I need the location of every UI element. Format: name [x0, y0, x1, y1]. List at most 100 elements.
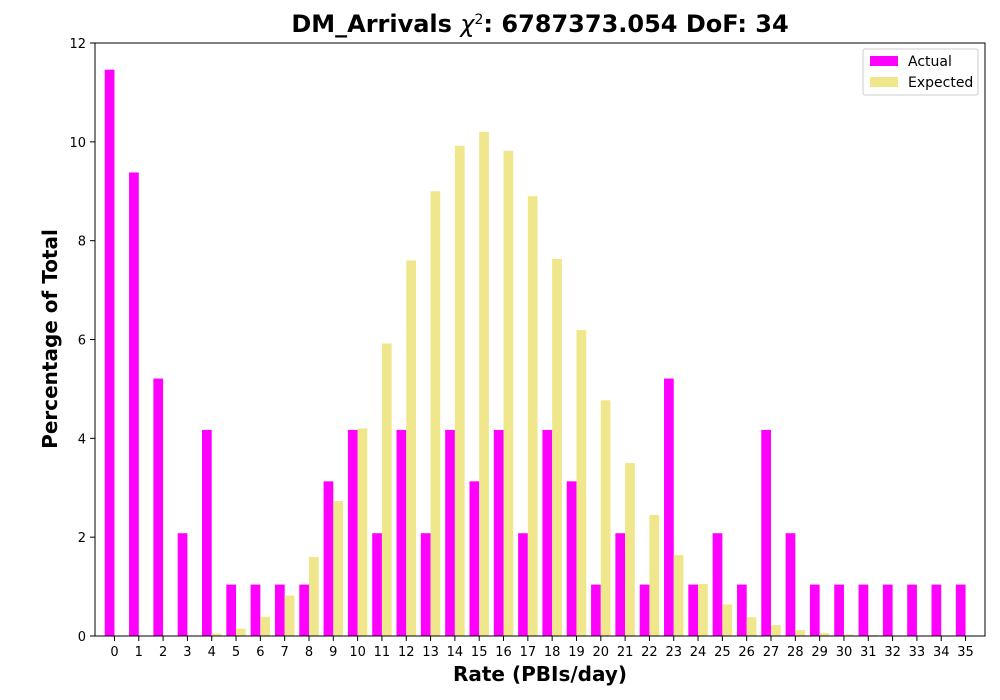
bar-expected-14	[455, 146, 465, 636]
bar-actual-23	[664, 379, 674, 636]
bar-actual-6	[251, 585, 261, 636]
bar-actual-9	[324, 481, 334, 636]
bar-expected-20	[601, 400, 611, 636]
bar-actual-11	[372, 533, 382, 636]
bar-actual-33	[907, 585, 917, 636]
x-tick-label: 32	[884, 645, 901, 660]
bar-actual-14	[445, 430, 455, 636]
legend-label-expected: Expected	[908, 75, 973, 91]
x-tick-label: 28	[787, 645, 804, 660]
x-tick-label: 1	[135, 645, 143, 660]
bar-actual-13	[421, 533, 431, 636]
bar-expected-28	[795, 630, 805, 636]
x-tick-label: 11	[374, 645, 391, 660]
y-tick-label: 0	[78, 630, 86, 645]
bar-actual-28	[786, 533, 796, 636]
x-tick-label: 29	[811, 645, 828, 660]
bar-expected-18	[552, 259, 562, 636]
x-tick-label: 8	[305, 645, 313, 660]
bar-expected-25	[722, 604, 732, 636]
x-tick-label: 17	[520, 645, 537, 660]
x-tick-label: 34	[933, 645, 950, 660]
bar-actual-30	[834, 585, 844, 636]
y-axis-label: Percentage of Total	[38, 229, 62, 449]
bar-actual-7	[275, 585, 285, 636]
bar-actual-27	[761, 430, 771, 636]
x-tick-label: 26	[738, 645, 755, 660]
bar-actual-16	[494, 430, 504, 636]
x-tick-label: 30	[836, 645, 853, 660]
legend-swatch-expected	[870, 77, 898, 87]
x-tick-label: 25	[714, 645, 731, 660]
x-tick-label: 13	[422, 645, 439, 660]
x-tick-label: 27	[763, 645, 780, 660]
bar-actual-19	[567, 481, 577, 636]
bar-expected-9	[333, 501, 343, 636]
bar-actual-34	[932, 585, 942, 636]
bar-actual-17	[518, 533, 528, 636]
x-axis-label: Rate (PBIs/day)	[453, 662, 627, 686]
bar-expected-22	[649, 515, 659, 636]
bar-actual-31	[859, 585, 869, 636]
bar-actual-8	[299, 585, 309, 636]
bar-expected-23	[674, 555, 684, 636]
x-tick-label: 12	[398, 645, 415, 660]
x-tick-label: 6	[256, 645, 264, 660]
x-tick-label: 16	[495, 645, 512, 660]
bar-expected-13	[431, 191, 441, 636]
bar-actual-21	[615, 533, 625, 636]
bar-actual-25	[713, 533, 723, 636]
x-tick-label: 15	[471, 645, 488, 660]
x-tick-label: 21	[617, 645, 634, 660]
x-tick-label: 10	[349, 645, 366, 660]
y-tick-label: 2	[78, 531, 86, 546]
x-tick-label: 18	[544, 645, 561, 660]
bar-expected-12	[406, 260, 416, 636]
x-tick-label: 35	[957, 645, 974, 660]
chart-title: DM_Arrivals χ2: 6787373.054 DoF: 34	[291, 10, 788, 38]
x-tick-label: 19	[568, 645, 585, 660]
bar-actual-4	[202, 430, 212, 636]
bar-actual-5	[226, 585, 236, 636]
x-tick-label: 33	[909, 645, 926, 660]
x-tick-label: 7	[281, 645, 289, 660]
x-tick-label: 31	[860, 645, 877, 660]
bar-expected-19	[576, 330, 586, 636]
legend: Actual Expected	[863, 49, 978, 95]
bar-expected-6	[260, 617, 270, 636]
bar-expected-8	[309, 557, 319, 636]
bar-actual-10	[348, 430, 358, 636]
x-tick-label: 4	[208, 645, 216, 660]
x-tick-label: 14	[447, 645, 464, 660]
bar-expected-15	[479, 132, 489, 636]
x-tick-label: 3	[183, 645, 191, 660]
bar-actual-32	[883, 585, 893, 636]
y-tick-label: 6	[78, 334, 86, 349]
bar-expected-21	[625, 463, 635, 636]
y-tick-label: 8	[78, 235, 86, 250]
bar-expected-27	[771, 625, 781, 636]
bar-expected-7	[285, 595, 295, 636]
bar-actual-18	[542, 430, 552, 636]
x-tick-label: 24	[690, 645, 707, 660]
bar-actual-1	[129, 172, 139, 636]
bar-expected-26	[747, 617, 757, 636]
bar-actual-35	[956, 585, 966, 636]
bar-expected-16	[504, 151, 514, 636]
y-tick-label: 4	[78, 432, 86, 447]
bar-actual-22	[640, 585, 650, 636]
x-tick-label: 20	[593, 645, 610, 660]
bar-actual-2	[153, 379, 163, 636]
bar-expected-24	[698, 584, 708, 636]
bar-expected-17	[528, 196, 538, 636]
bar-actual-20	[591, 585, 601, 636]
bar-actual-29	[810, 585, 820, 636]
x-tick-label: 2	[159, 645, 167, 660]
y-tick-label: 12	[69, 37, 86, 52]
legend-swatch-actual	[870, 56, 898, 66]
legend-label-actual: Actual	[908, 54, 952, 70]
bar-actual-15	[469, 481, 479, 636]
y-tick-label: 10	[69, 136, 86, 151]
x-tick-label: 9	[329, 645, 337, 660]
